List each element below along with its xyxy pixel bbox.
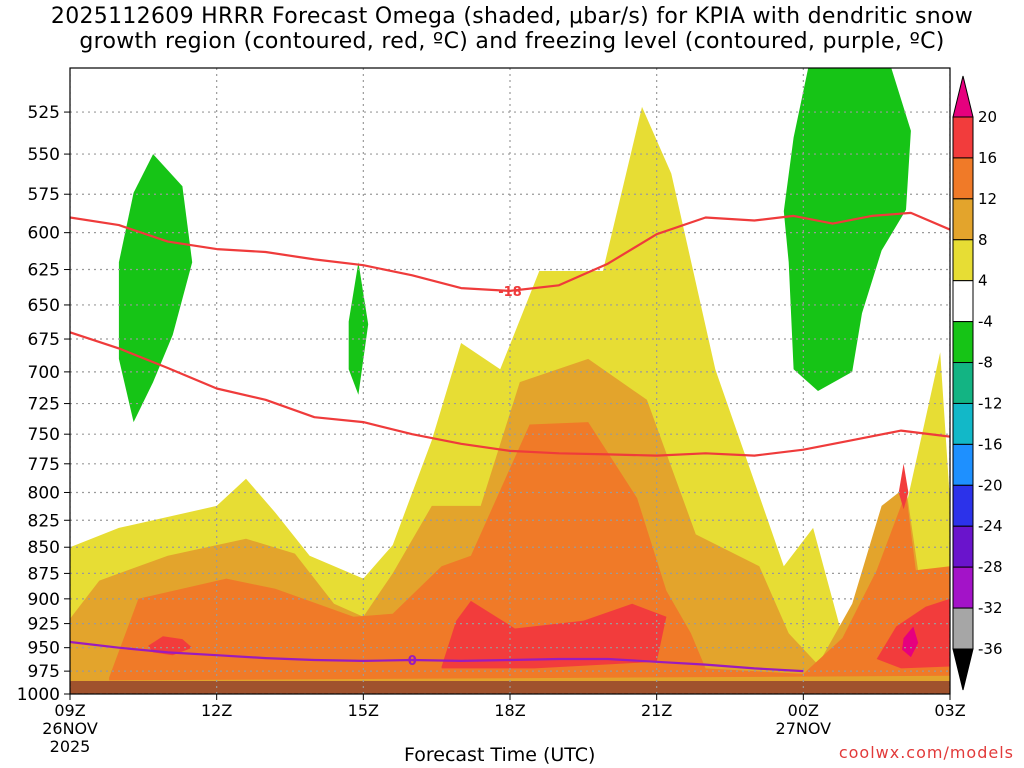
omega-region-3 xyxy=(441,600,667,669)
colorbar-bin-13 xyxy=(952,607,974,650)
y-tick-label-650: 650 xyxy=(28,296,60,316)
x-year-label: 2025 xyxy=(50,737,91,756)
colorbar-bin-1 xyxy=(952,116,974,159)
colorbar-tick-1: 16 xyxy=(978,149,997,167)
y-tick-label-1000: 1000 xyxy=(17,685,60,705)
colorbar-bin-4 xyxy=(952,239,974,282)
colorbar-bin-12 xyxy=(952,566,974,609)
x-axis-label: Forecast Time (UTC) xyxy=(404,744,596,766)
x-tick-label-5: 00Z xyxy=(788,701,819,720)
y-tick-label-550: 550 xyxy=(28,145,60,165)
omega-region-7 xyxy=(898,463,909,510)
contour-line-0 xyxy=(70,211,950,292)
y-tick-label-600: 600 xyxy=(28,224,60,244)
x-tick-label-0: 09Z xyxy=(54,701,85,720)
y-tick-label-975: 975 xyxy=(28,662,60,682)
omega-region-10 xyxy=(783,68,911,391)
contour-label-freezing: 0 xyxy=(408,654,417,669)
omega-region-9 xyxy=(348,262,369,395)
y-tick-label-675: 675 xyxy=(28,330,60,350)
y-tick-label-725: 725 xyxy=(28,395,60,415)
x-tick-label-6: 03Z xyxy=(934,701,965,720)
x-date-label-start: 26NOV xyxy=(42,719,98,738)
x-tick-label-4: 21Z xyxy=(641,701,672,720)
chart-title: 2025112609 HRRR Forecast Omega (shaded, … xyxy=(0,4,1024,54)
colorbar-tick-11: -28 xyxy=(978,558,1003,576)
colorbar-tick-7: -12 xyxy=(978,394,1003,412)
y-tick-label-925: 925 xyxy=(28,615,60,635)
colorbar-tick-8: -16 xyxy=(978,435,1003,453)
y-tick-label-875: 875 xyxy=(28,564,60,584)
x-tick-label-2: 15Z xyxy=(348,701,379,720)
omega-region-2 xyxy=(109,422,950,681)
colorbar-tick-5: -4 xyxy=(978,313,993,331)
contour-label-dgz-top: -18 xyxy=(498,285,522,300)
colorbar-bin-11 xyxy=(952,525,974,568)
y-tick-label-750: 750 xyxy=(28,425,60,445)
colorbar-bin-3 xyxy=(952,198,974,241)
omega-region-4 xyxy=(148,636,193,656)
colorbar-bin-8 xyxy=(952,402,974,445)
colorbar-tick-6: -8 xyxy=(978,354,993,372)
colorbar-tick-12: -32 xyxy=(978,599,1003,617)
colorbar-bin-top xyxy=(952,75,974,118)
colorbar-bin-9 xyxy=(952,443,974,486)
colorbar-bin-bottom xyxy=(952,648,974,691)
colorbar-tick-9: -20 xyxy=(978,476,1003,494)
colorbar-tick-3: 8 xyxy=(978,231,988,249)
colorbar-bin-7 xyxy=(952,362,974,404)
y-tick-label-950: 950 xyxy=(28,639,60,659)
x-date-label-next: 27NOV xyxy=(776,719,832,738)
x-tick-label-1: 12Z xyxy=(201,701,232,720)
colorbar-tick-13: -36 xyxy=(978,640,1003,658)
colorbar-bin-2 xyxy=(952,157,974,200)
y-tick-label-900: 900 xyxy=(28,590,60,610)
chart-title-line-2: growth region (contoured, red, ºC) and f… xyxy=(79,29,945,54)
y-tick-label-575: 575 xyxy=(28,185,60,205)
colorbar-bin-6 xyxy=(952,321,974,364)
colorbar: 20 16 12 8 4 -4 -8 -12 -16 -20 -24 -28 -32 -36 xyxy=(952,75,1003,691)
y-tick-label-625: 625 xyxy=(28,261,60,281)
colorbar-bin-5 xyxy=(952,280,974,323)
chart-title-line-1: 2025112609 HRRR Forecast Omega (shaded, … xyxy=(50,4,974,29)
watermark-link[interactable]: coolwx.com/models xyxy=(838,743,1014,762)
y-tick-label-525: 525 xyxy=(28,103,60,123)
contour-line-2 xyxy=(70,640,804,673)
colorbar-tick-4: 4 xyxy=(978,272,988,290)
y-tick-label-800: 800 xyxy=(28,483,60,503)
temperature-contours: -18 0 xyxy=(70,211,950,673)
contour-line-1 xyxy=(70,331,950,457)
y-tick-label-825: 825 xyxy=(28,511,60,531)
y-axis: 525 550 575 600 625 650 675 700 725 750 775 800 825 8… xyxy=(17,103,70,705)
grid-lines xyxy=(70,68,950,694)
y-tick-label-700: 700 xyxy=(28,363,60,383)
colorbar-tick-2: 12 xyxy=(978,190,997,208)
omega-region-6 xyxy=(902,626,919,658)
x-tick-label-3: 18Z xyxy=(494,701,525,720)
colorbar-bin-10 xyxy=(952,484,974,527)
colorbar-tick-0: 20 xyxy=(978,108,997,126)
y-tick-label-775: 775 xyxy=(28,455,60,475)
colorbar-tick-10: -24 xyxy=(978,517,1003,535)
y-tick-label-850: 850 xyxy=(28,538,60,558)
